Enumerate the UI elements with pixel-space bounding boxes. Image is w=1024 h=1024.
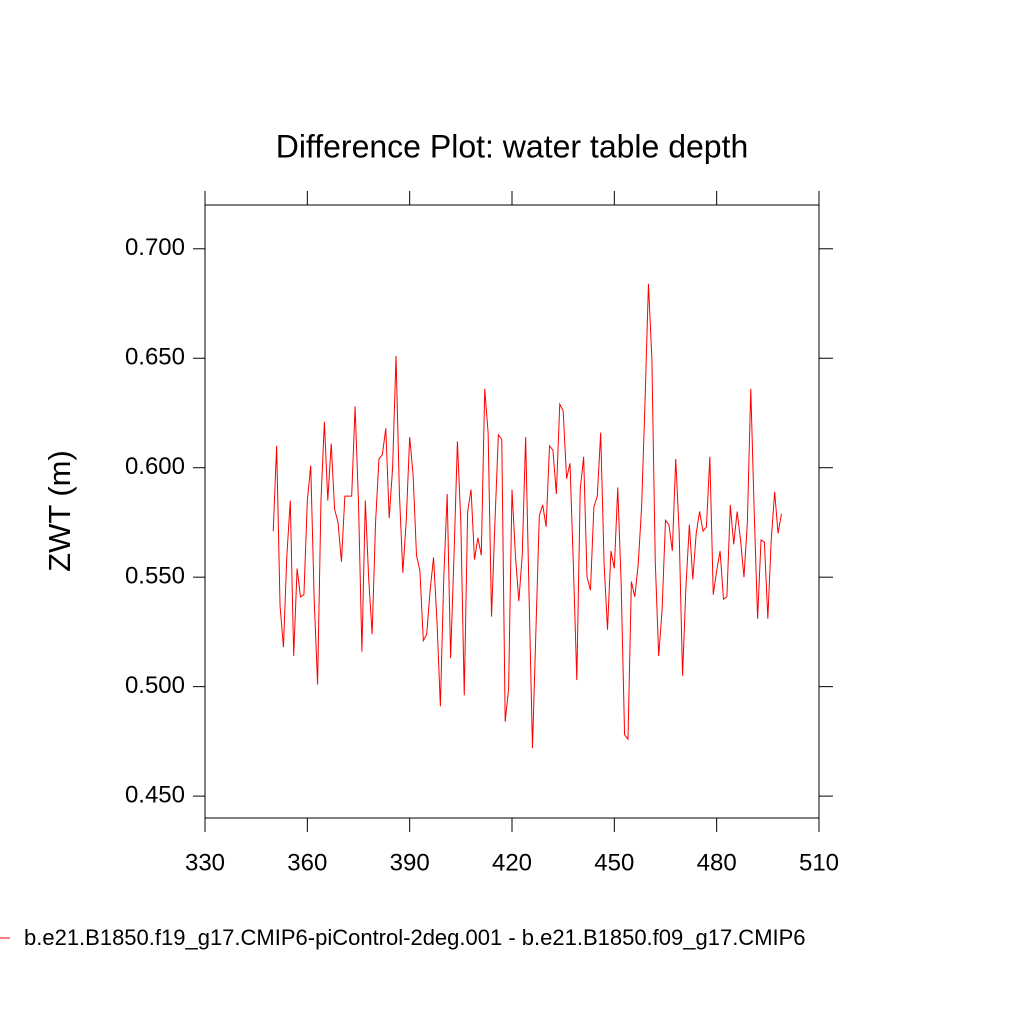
y-tick-label: 0.650 (125, 344, 185, 371)
y-tick-label: 0.600 (125, 453, 185, 480)
y-tick-label: 0.700 (125, 234, 185, 261)
x-tick-label: 390 (390, 849, 430, 876)
x-tick-label: 450 (594, 849, 634, 876)
x-tick-label: 510 (799, 849, 839, 876)
data-line (272, 283, 782, 748)
y-tick-label: 0.450 (125, 781, 185, 808)
legend-label: b.e21.B1850.f19_g17.CMIP6-piControl-2deg… (24, 925, 806, 950)
x-tick-label: 330 (185, 849, 225, 876)
y-tick-label: 0.500 (125, 672, 185, 699)
y-tick-label: 0.550 (125, 563, 185, 590)
y-axis-label: ZWT (m) (42, 450, 77, 572)
x-tick-label: 480 (697, 849, 737, 876)
x-tick-label: 420 (492, 849, 532, 876)
x-tick-label: 360 (287, 849, 327, 876)
chart-title: Difference Plot: water table depth (276, 128, 749, 164)
